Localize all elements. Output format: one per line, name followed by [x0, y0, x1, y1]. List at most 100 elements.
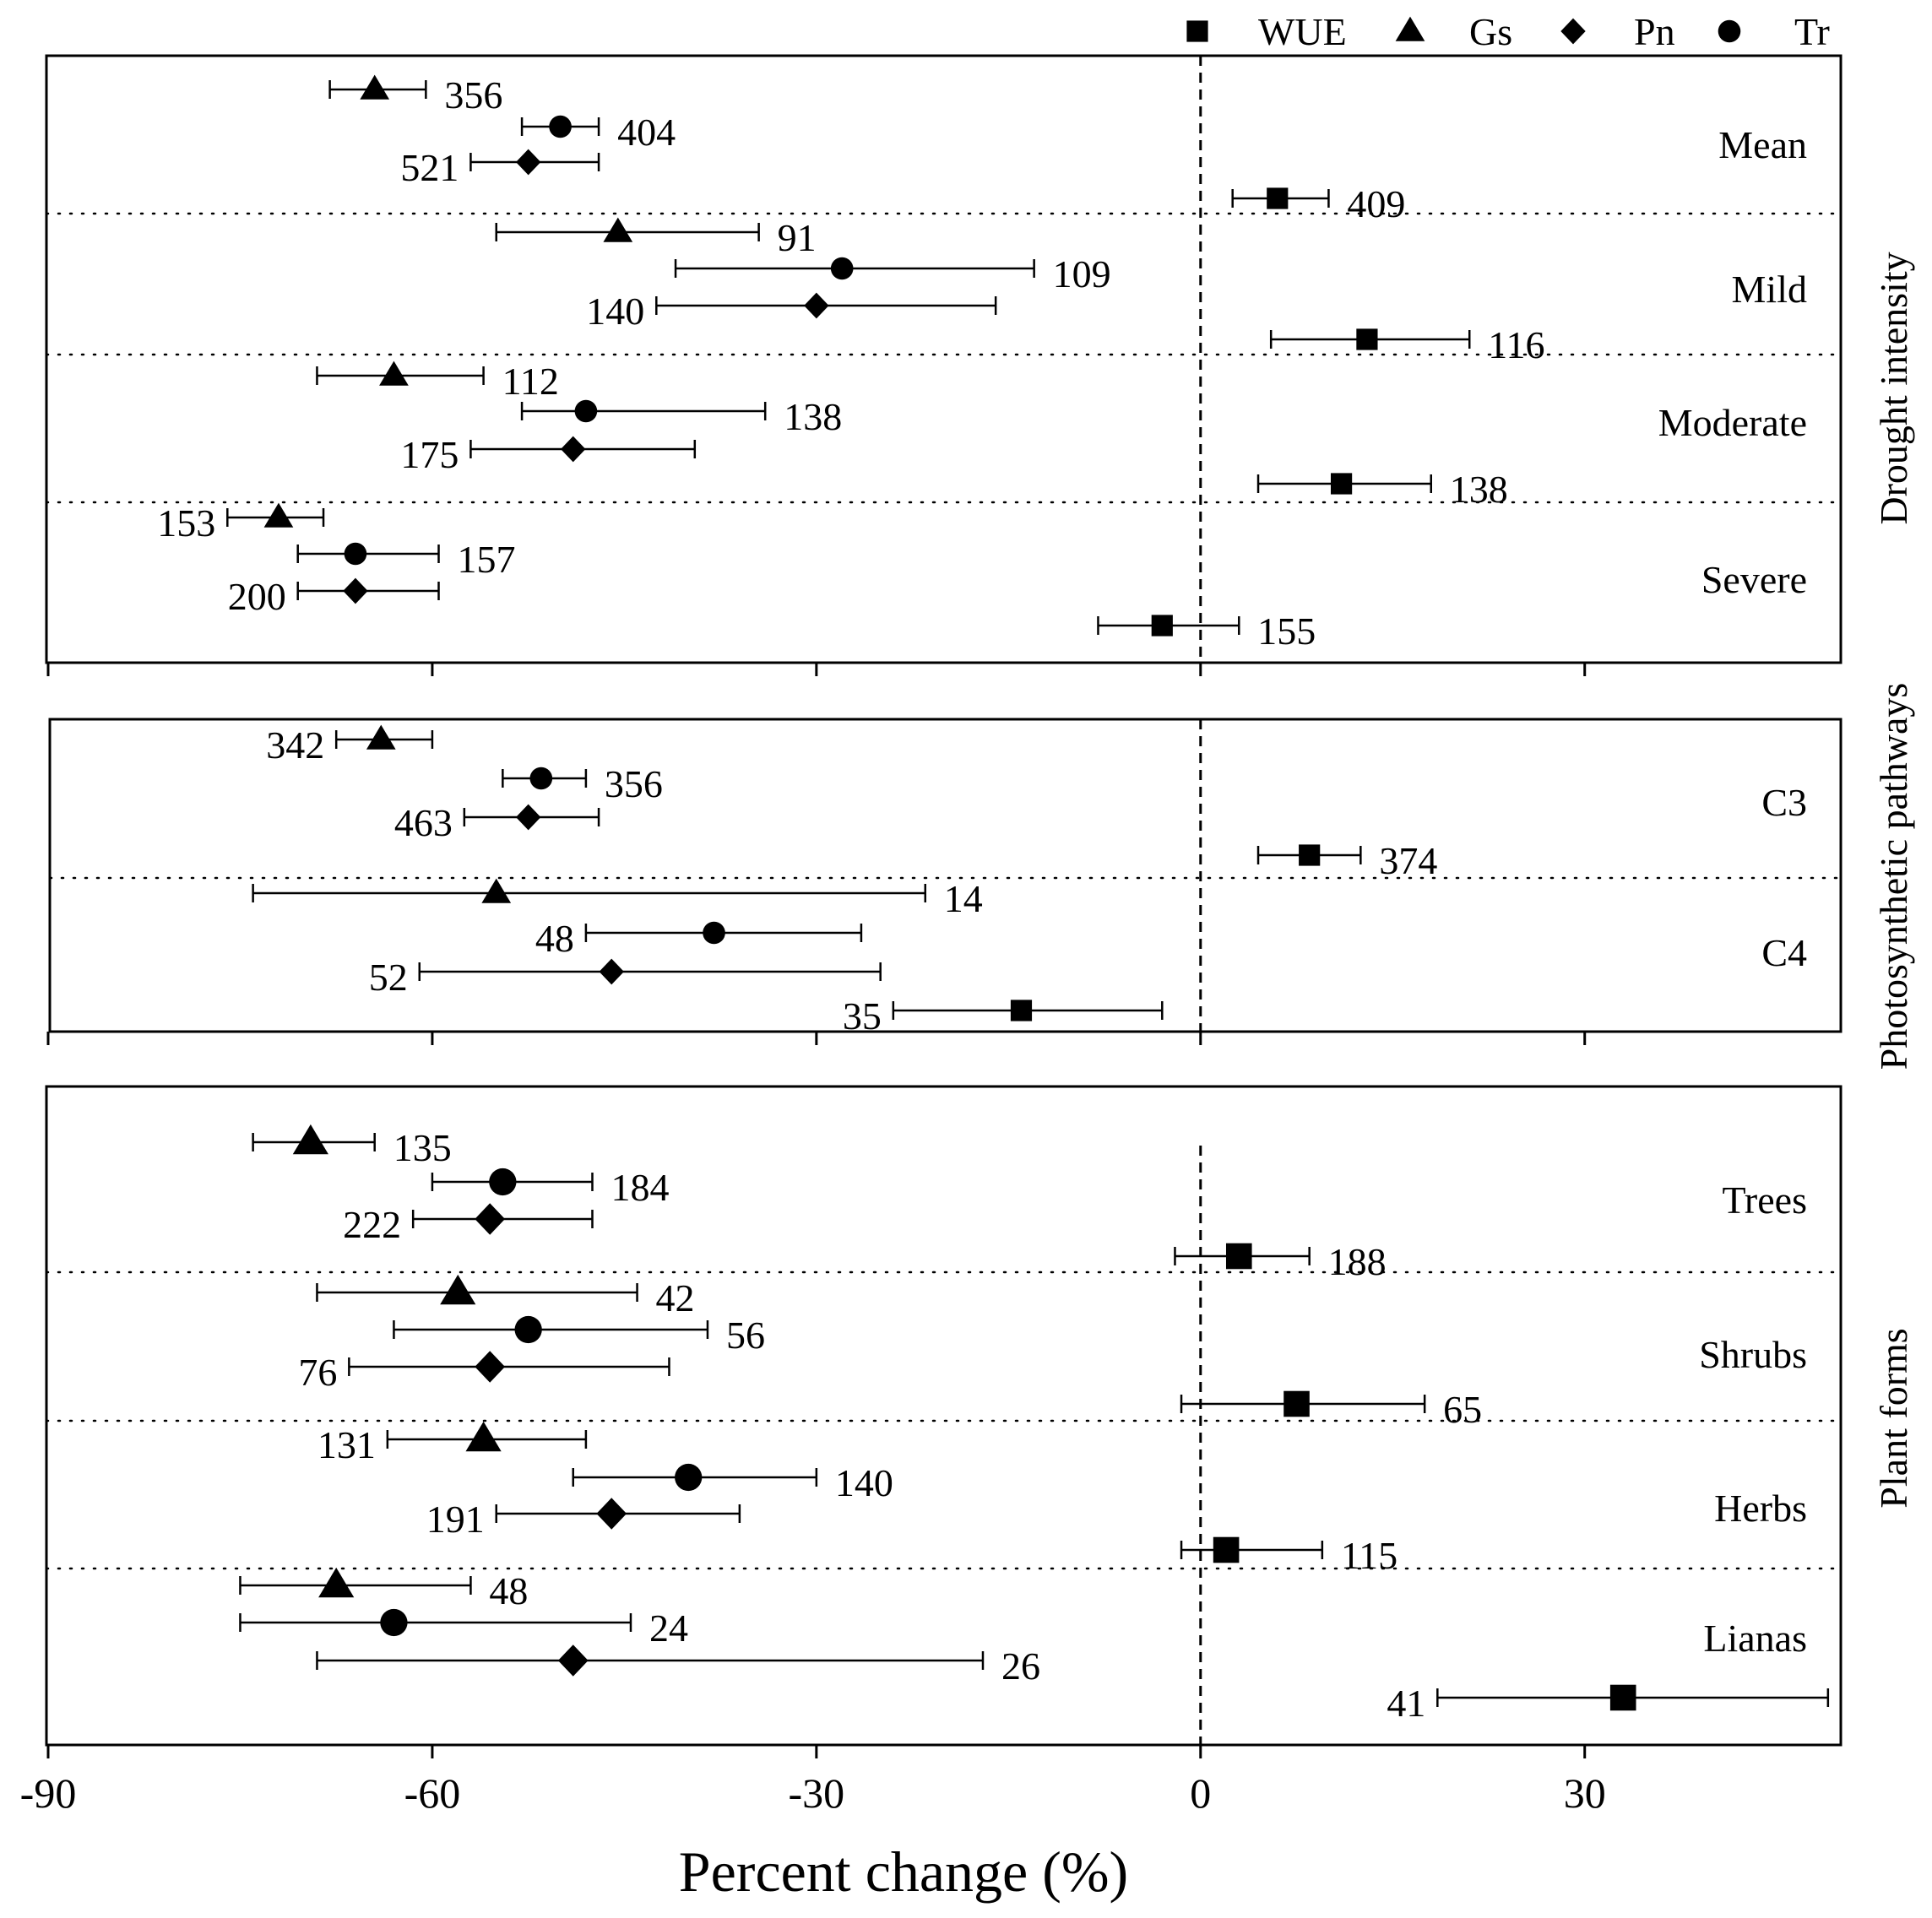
tr-marker: [489, 1168, 517, 1196]
sample-size-label: 191: [426, 1498, 485, 1541]
gs-marker: [360, 74, 390, 100]
sample-size-label: 14: [944, 877, 983, 920]
row-wue: 188: [1174, 1240, 1387, 1283]
group-label: Herbs: [1714, 1487, 1807, 1530]
sample-size-label: 140: [586, 290, 644, 333]
sample-size-label: 404: [617, 111, 676, 154]
group-herbs: Herbs 131 140 191 115: [317, 1421, 1807, 1577]
sample-size-label: 41: [1387, 1682, 1425, 1725]
panel-label: Photosynthetic pathways: [1872, 683, 1915, 1070]
tr-marker: [380, 1608, 408, 1637]
sample-size-label: 157: [458, 538, 516, 581]
wue-marker: [1283, 1390, 1310, 1417]
row-wue: 374: [1256, 839, 1437, 882]
sample-size-label: 175: [400, 433, 459, 476]
panel-frame: [45, 1085, 1842, 1747]
gs-marker: [465, 1421, 502, 1452]
group-c4: C4 14 48 52 35: [252, 877, 1807, 1038]
tr-marker: [529, 767, 553, 790]
legend-label: Pn: [1634, 10, 1675, 53]
tr-marker: [514, 1315, 542, 1344]
legend-gs-marker: [1395, 16, 1425, 41]
legend: WUE Gs Pn Tr: [1186, 10, 1830, 53]
sample-size-label: 65: [1443, 1388, 1482, 1431]
row-gs: 42: [316, 1274, 695, 1319]
panel-frame: [48, 718, 1842, 1033]
x-tick-label: 0: [1190, 1769, 1211, 1817]
x-axis-label: Percent change (%): [679, 1839, 1128, 1904]
sample-size-label: 356: [605, 762, 663, 805]
sample-size-label: 138: [784, 395, 842, 438]
row-gs: 14: [252, 877, 983, 920]
row-gs: 112: [316, 360, 559, 403]
sample-size-label: 24: [649, 1606, 688, 1650]
sample-size-label: 155: [1257, 610, 1316, 653]
sample-size-label: 521: [400, 146, 459, 189]
group-label: Trees: [1722, 1178, 1807, 1222]
gs-marker: [440, 1274, 476, 1305]
sample-size-label: 26: [1001, 1644, 1040, 1688]
group-moderate: Moderate 112 138 175 138: [316, 360, 1807, 511]
row-pn: 222: [343, 1203, 594, 1246]
sample-size-label: 409: [1347, 182, 1405, 225]
wue-marker: [1010, 1000, 1033, 1021]
sample-size-label: 76: [298, 1351, 337, 1394]
pn-marker: [557, 1644, 589, 1677]
sample-size-label: 116: [1488, 323, 1544, 366]
row-tr: 140: [572, 1461, 893, 1504]
x-tick-label: -30: [789, 1769, 845, 1817]
legend-pn-marker: [1560, 18, 1586, 45]
sample-size-label: 48: [535, 917, 574, 960]
row-tr: 138: [520, 395, 842, 438]
pn-marker: [599, 958, 624, 985]
pn-marker: [804, 292, 829, 319]
sample-size-label: 153: [157, 501, 215, 545]
group-label: Lianas: [1703, 1617, 1807, 1660]
sample-size-label: 342: [266, 723, 324, 767]
pn-marker: [515, 149, 541, 176]
sample-size-label: 222: [343, 1203, 401, 1246]
legend-label: Gs: [1469, 10, 1512, 53]
group-label: Shrubs: [1699, 1333, 1807, 1376]
wue-marker: [1151, 615, 1173, 637]
gs-marker: [292, 1124, 328, 1155]
x-tick-label: 30: [1564, 1769, 1606, 1817]
tr-marker: [549, 115, 572, 138]
row-wue: 116: [1269, 323, 1545, 366]
gs-marker: [379, 360, 409, 386]
row-wue: 155: [1097, 610, 1316, 653]
sample-size-label: 112: [502, 360, 559, 403]
row-tr: 24: [239, 1606, 688, 1650]
sample-size-label: 52: [369, 956, 408, 999]
sample-size-label: 35: [843, 994, 882, 1038]
sample-size-label: 48: [489, 1569, 528, 1612]
group-c3: C3 342 356 463 374: [266, 723, 1807, 882]
row-wue: 138: [1256, 468, 1508, 511]
pn-marker: [343, 577, 368, 604]
panel-photosynthetic-pathways: Photosynthetic pathways C3 342 356 463 374 C4 1…: [46, 683, 1915, 1070]
row-pn: 175: [400, 433, 697, 476]
sample-size-label: 200: [228, 575, 286, 618]
group-shrubs: Shrubs 42 56 76 65: [298, 1274, 1807, 1431]
group-label: Mild: [1732, 268, 1807, 311]
row-gs: 153: [157, 501, 325, 545]
x-tick-label: -60: [404, 1769, 461, 1817]
row-gs: 131: [317, 1421, 588, 1466]
row-pn: 200: [228, 575, 440, 618]
sample-size-label: 374: [1379, 839, 1437, 882]
pn-marker: [596, 1498, 627, 1530]
row-pn: 52: [369, 956, 882, 999]
group-mean: Mean 356 404 521 409: [328, 73, 1807, 225]
gs-marker: [318, 1567, 355, 1598]
legend-label: Tr: [1794, 10, 1830, 53]
wue-marker: [1213, 1536, 1240, 1563]
panel-label: Drought intensity: [1872, 252, 1915, 524]
gs-marker: [481, 878, 512, 903]
row-tr: 404: [520, 111, 676, 154]
group-label: Severe: [1701, 558, 1807, 601]
row-pn: 191: [426, 1498, 741, 1541]
tr-marker: [830, 257, 854, 280]
pn-marker: [475, 1351, 506, 1383]
gs-marker: [603, 217, 633, 242]
group-mild: Mild 91 109 140 116: [495, 216, 1807, 366]
